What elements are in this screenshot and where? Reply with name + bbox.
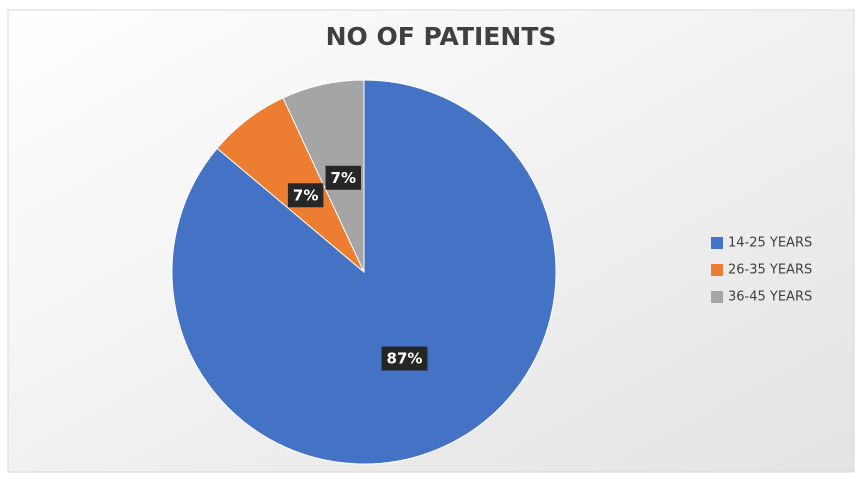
legend-label: 14-25 YEARS [728,236,812,251]
pie-slice [282,79,365,273]
data-label: 7% [331,169,356,187]
legend-swatch [711,264,723,276]
legend-label: 26-35 YEARS [728,263,812,278]
data-label: 7% [293,186,318,204]
data-label-box [381,346,428,371]
data-label-box [287,183,324,208]
legend-swatch [711,291,723,303]
data-label: 87% [387,350,423,368]
chart-title: NO OF PATIENTS [326,22,557,51]
data-label-box [325,165,361,190]
legend-label: 36-45 YEARS [728,290,812,305]
legend-swatch [711,237,723,249]
